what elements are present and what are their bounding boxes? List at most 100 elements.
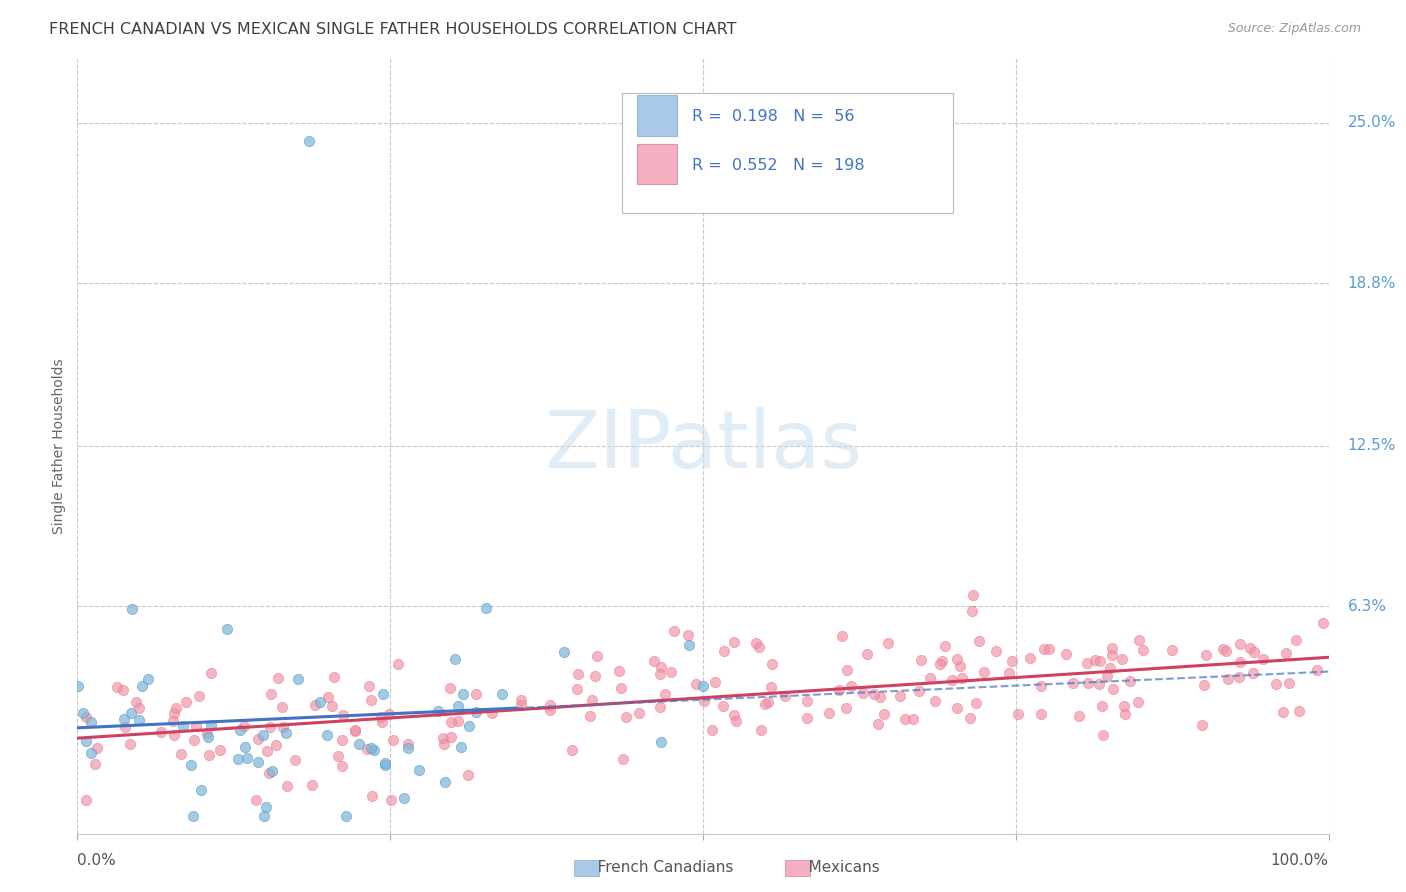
Text: Source: ZipAtlas.com: Source: ZipAtlas.com xyxy=(1227,22,1361,36)
Point xyxy=(1077,676,1099,690)
Point xyxy=(561,742,583,756)
Point xyxy=(1229,655,1251,669)
Point xyxy=(1191,718,1213,732)
Point xyxy=(440,715,463,730)
Point xyxy=(444,651,467,665)
Text: R =  0.198   N =  56: R = 0.198 N = 56 xyxy=(692,109,855,124)
Point xyxy=(946,652,969,666)
Point xyxy=(80,715,103,730)
Point xyxy=(252,728,274,742)
Text: R =  0.552   N =  198: R = 0.552 N = 198 xyxy=(692,158,865,172)
Point xyxy=(1087,676,1109,690)
Point xyxy=(253,809,276,823)
Point xyxy=(475,601,498,615)
Point xyxy=(1241,666,1264,681)
Point xyxy=(396,740,419,755)
Point xyxy=(360,789,382,804)
Point xyxy=(1227,670,1250,684)
Point xyxy=(371,714,394,729)
Point xyxy=(754,697,776,711)
Point xyxy=(465,687,488,701)
Point xyxy=(491,687,513,701)
Point xyxy=(162,728,184,742)
Point xyxy=(661,665,683,679)
Point xyxy=(209,743,232,757)
Point xyxy=(585,648,607,663)
Point xyxy=(650,659,672,673)
Point xyxy=(215,622,238,636)
Point xyxy=(1128,632,1150,647)
Point xyxy=(910,653,932,667)
Point xyxy=(692,694,714,708)
Point xyxy=(828,682,851,697)
Point xyxy=(903,712,925,726)
Point xyxy=(510,693,533,707)
Point xyxy=(1007,706,1029,721)
Point xyxy=(685,677,707,691)
Point xyxy=(725,714,748,728)
Point xyxy=(1265,676,1288,690)
Point xyxy=(392,791,415,805)
Point xyxy=(796,694,818,708)
Point xyxy=(374,757,396,772)
Point xyxy=(1112,698,1135,713)
Point xyxy=(579,708,602,723)
Point xyxy=(654,688,676,702)
Point xyxy=(893,712,915,726)
Point xyxy=(855,647,877,661)
Point xyxy=(360,741,382,756)
Point xyxy=(271,720,294,734)
Point xyxy=(121,706,143,721)
Point xyxy=(246,732,269,747)
Point xyxy=(360,693,382,707)
Point xyxy=(834,701,856,715)
Point xyxy=(796,711,818,725)
Point xyxy=(1251,652,1274,666)
Point xyxy=(553,645,575,659)
Point xyxy=(332,758,354,772)
Point xyxy=(180,757,202,772)
Point xyxy=(260,688,283,702)
Point xyxy=(162,714,184,728)
Point xyxy=(264,738,287,752)
Point xyxy=(831,629,853,643)
Point xyxy=(186,719,208,733)
Point xyxy=(1090,654,1112,668)
Point xyxy=(713,644,735,658)
Point xyxy=(950,671,973,685)
Point xyxy=(75,734,97,748)
Point xyxy=(75,709,97,723)
Point xyxy=(226,752,249,766)
Point xyxy=(72,706,94,720)
Point xyxy=(1195,648,1218,662)
Bar xyxy=(637,145,676,185)
Point xyxy=(387,657,409,672)
Point xyxy=(245,793,267,807)
Point xyxy=(1084,652,1107,666)
Point xyxy=(266,671,288,685)
Point xyxy=(924,694,946,708)
Point xyxy=(276,779,298,793)
Point xyxy=(723,707,745,722)
Point xyxy=(1102,681,1125,696)
Text: 18.8%: 18.8% xyxy=(1347,276,1396,291)
Point xyxy=(1033,642,1056,657)
Point xyxy=(678,638,700,652)
Point xyxy=(1243,645,1265,659)
Point xyxy=(1091,699,1114,714)
Point xyxy=(121,602,143,616)
Point xyxy=(316,728,339,742)
Point xyxy=(450,739,472,754)
Point xyxy=(284,753,307,767)
Point xyxy=(172,719,194,733)
Point xyxy=(378,707,401,722)
Point xyxy=(1001,654,1024,668)
Point xyxy=(692,679,714,693)
Point xyxy=(1062,676,1084,690)
Point xyxy=(607,664,630,678)
Point xyxy=(125,695,148,709)
Point xyxy=(301,778,323,792)
Point xyxy=(676,628,699,642)
Point xyxy=(818,706,841,721)
Point xyxy=(704,674,727,689)
